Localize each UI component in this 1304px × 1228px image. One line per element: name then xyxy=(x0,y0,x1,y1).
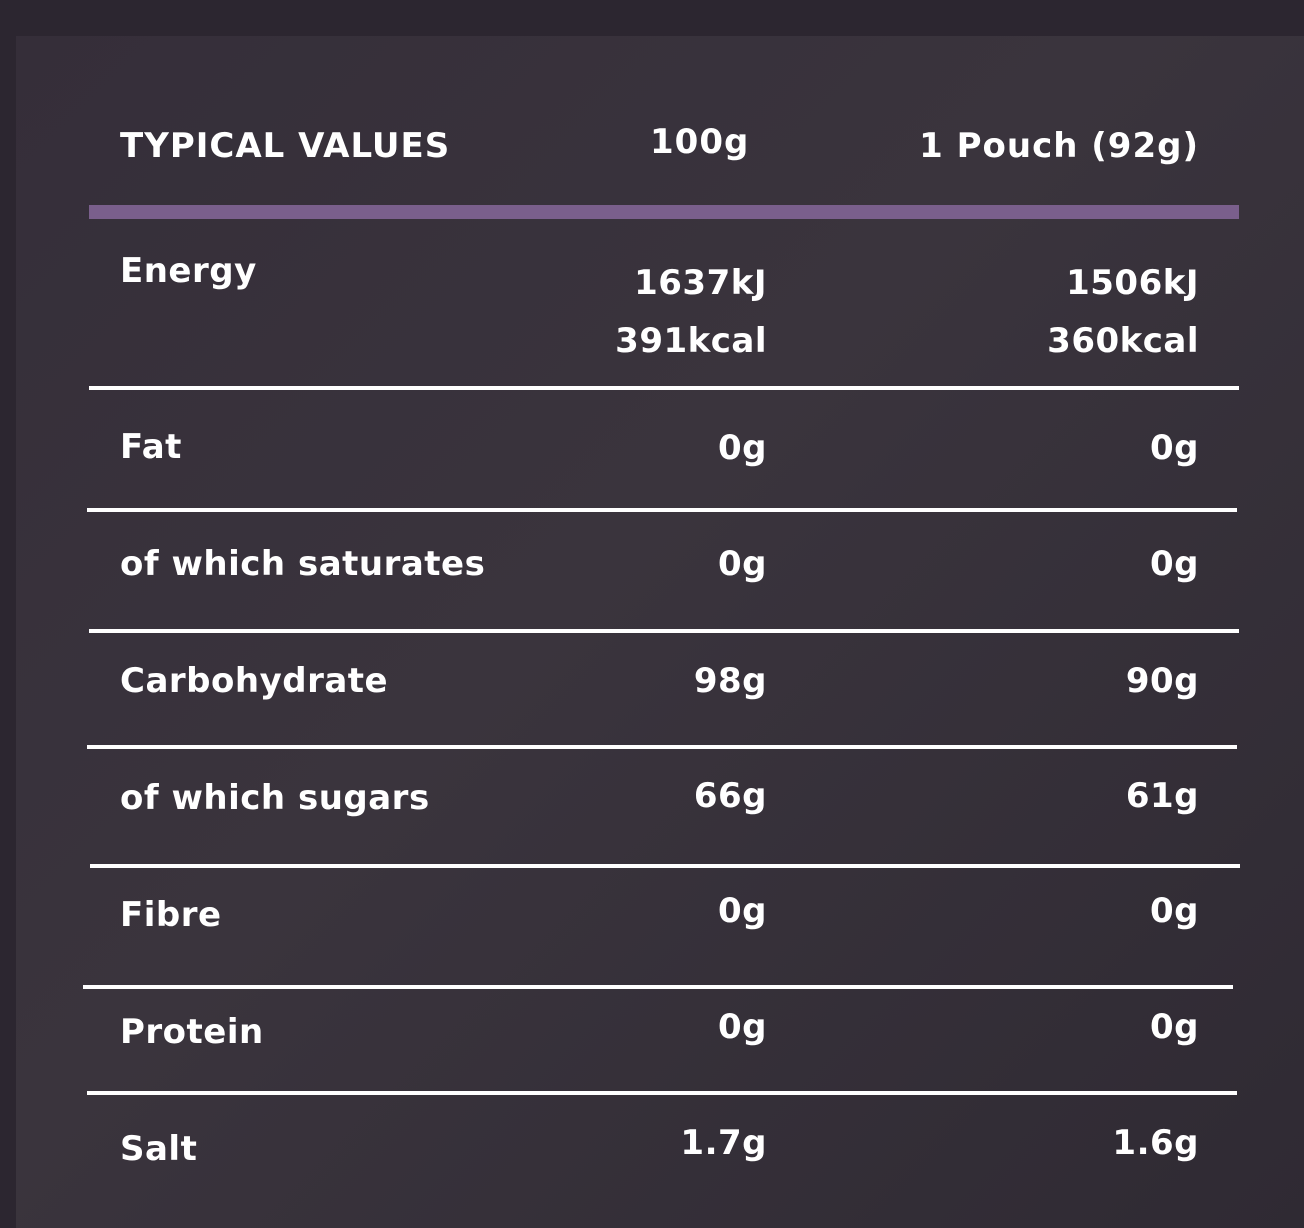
row-divider xyxy=(90,864,1240,868)
row-label-fat: Fat xyxy=(120,427,182,467)
header-100g: 100g xyxy=(650,122,750,162)
row-divider xyxy=(89,386,1239,390)
row-label-energy: Energy xyxy=(120,251,257,291)
saturates-pouch: 0g xyxy=(1150,544,1199,584)
fat-pouch: 0g xyxy=(1150,428,1199,468)
row-divider xyxy=(87,745,1237,749)
row-label-sugars: of which sugars xyxy=(120,778,430,818)
salt-100g: 1.7g xyxy=(680,1123,767,1163)
carbohydrate-100g: 98g xyxy=(693,661,767,701)
sugars-pouch: 61g xyxy=(1125,776,1199,816)
row-divider xyxy=(87,1091,1237,1095)
energy-pouch: 1506kJ 360kcal xyxy=(1047,254,1199,370)
energy-pouch-kcal: 360kcal xyxy=(1047,321,1199,361)
row-label-fibre: Fibre xyxy=(120,895,222,935)
row-label-saturates: of which saturates xyxy=(120,544,486,584)
row-label-carbohydrate: Carbohydrate xyxy=(120,661,389,701)
fat-100g: 0g xyxy=(718,428,767,468)
row-divider xyxy=(89,629,1239,633)
salt-pouch: 1.6g xyxy=(1112,1123,1199,1163)
fibre-pouch: 0g xyxy=(1150,891,1199,931)
row-divider xyxy=(83,985,1233,989)
sugars-100g: 66g xyxy=(693,776,767,816)
header-accent-divider xyxy=(89,205,1239,219)
row-label-salt: Salt xyxy=(120,1129,198,1169)
protein-pouch: 0g xyxy=(1150,1007,1199,1047)
row-divider xyxy=(87,508,1237,512)
row-label-protein: Protein xyxy=(120,1012,264,1052)
saturates-100g: 0g xyxy=(718,544,767,584)
header-pouch: 1 Pouch (92g) xyxy=(919,126,1199,166)
carbohydrate-pouch: 90g xyxy=(1125,661,1199,701)
energy-100g: 1637kJ 391kcal xyxy=(615,254,767,370)
fibre-100g: 0g xyxy=(718,891,767,931)
header-typical-values: TYPICAL VALUES xyxy=(120,126,451,166)
protein-100g: 0g xyxy=(718,1007,767,1047)
energy-100g-kj: 1637kJ xyxy=(634,263,767,303)
energy-100g-kcal: 391kcal xyxy=(615,321,767,361)
energy-pouch-kj: 1506kJ xyxy=(1066,263,1199,303)
